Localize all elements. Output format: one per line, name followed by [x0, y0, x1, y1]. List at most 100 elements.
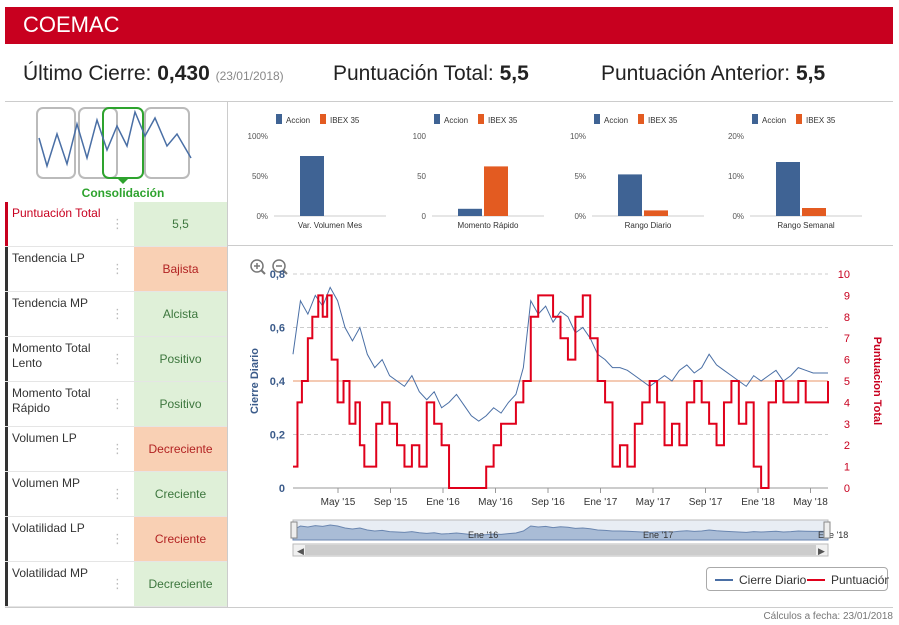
y-tick-label: 10% [570, 132, 586, 141]
legend-accion-swatch [276, 114, 282, 124]
last-close-value: 0,430 [157, 62, 210, 85]
y-tick-label: 0% [574, 212, 586, 221]
x-tick-label: Ene '16 [426, 497, 460, 508]
zoom-in-icon[interactable] [250, 259, 266, 275]
navigator-left-handle[interactable] [290, 521, 298, 539]
bar [300, 156, 324, 216]
indicator-value: Creciente [134, 472, 227, 516]
indicator-value: Alcista [134, 292, 227, 336]
navigator-area [292, 524, 829, 541]
y2-tick-label: 4 [844, 397, 850, 409]
mini-bar-chart: Accion IBEX 35 20% 10% 0% Rango Semanal [728, 114, 862, 230]
indicator-value: Decreciente [134, 562, 227, 606]
y-tick-label: 0,8 [270, 269, 285, 281]
indicator-value: Decreciente [134, 427, 227, 471]
horizontal-divider [228, 245, 893, 246]
bar [484, 166, 508, 216]
navigator-label: Ene '18 [818, 530, 848, 540]
x-tick-label: May '16 [478, 497, 513, 508]
y2-axis-label: Puntuacion Total [871, 337, 883, 425]
last-close: Último Cierre: 0,430 (23/01/2018) [23, 62, 284, 86]
legend-accion-swatch [752, 114, 758, 124]
legend-ibex-swatch [796, 114, 802, 124]
indicator-label: Momento Total Lento [5, 337, 109, 381]
y-tick-label: 0 [279, 483, 285, 495]
indicator-value: Positivo [134, 382, 227, 426]
info-icon[interactable]: ⋮ [111, 216, 124, 231]
y-tick-label: 100 [413, 132, 427, 141]
legend-ibex-swatch [478, 114, 484, 124]
zoom-out-icon[interactable] [272, 259, 288, 275]
info-icon[interactable]: ⋮ [111, 531, 124, 546]
y-tick-label: 5% [574, 172, 586, 181]
legend-ibex-label: IBEX 35 [330, 116, 360, 125]
indicator-value: Creciente [134, 517, 227, 561]
bar [458, 208, 482, 216]
legend-ibex-swatch [638, 114, 644, 124]
y-tick-label: 0 [422, 212, 427, 221]
summary-bar: Último Cierre: 0,430 (23/01/2018) Puntua… [5, 50, 893, 102]
legend-accion-swatch [434, 114, 440, 124]
legend-accion-label: Accion [762, 116, 786, 125]
indicator-label: Tendencia LP [5, 247, 109, 291]
indicator-label: Volatilidad MP [5, 562, 109, 606]
x-tick-label: Sep '15 [374, 497, 408, 508]
pattern-label: Consolidación [82, 186, 165, 200]
main-chart-legend: Cierre Diario Puntuación [706, 567, 891, 591]
previous-score-value: 5,5 [795, 62, 826, 85]
info-icon[interactable]: ⋮ [111, 306, 124, 321]
y-tick-label: 0% [256, 212, 268, 221]
info-icon[interactable]: ⋮ [111, 261, 124, 276]
total-score: Puntuación Total: 5,5 [333, 62, 529, 86]
legend-ibex-label: IBEX 35 [488, 116, 518, 125]
scroll-left-icon[interactable]: ◀ [297, 546, 304, 556]
info-icon[interactable]: ⋮ [111, 486, 124, 501]
chart-title: Var. Volumen Mes [298, 221, 362, 230]
indicator-row: Volatilidad MP ⋮ Decreciente [5, 562, 227, 607]
x-tick-label: Ene '17 [584, 497, 618, 508]
scroll-right-icon[interactable]: ▶ [818, 546, 825, 556]
total-score-label: Puntuación Total: [333, 62, 494, 85]
series-cierre-diario [292, 286, 828, 422]
vertical-divider [227, 102, 228, 607]
y-tick-label: 20% [728, 132, 744, 141]
y-tick-label: 0% [732, 212, 744, 221]
legend-score-label[interactable]: Puntuación [831, 573, 891, 587]
y2-tick-label: 5 [844, 376, 850, 388]
info-icon[interactable]: ⋮ [111, 576, 124, 591]
app-header: COEMAC [5, 7, 893, 44]
info-icon[interactable]: ⋮ [111, 351, 124, 366]
mini-bar-chart: Accion IBEX 35 100% 50% 0% Var. Volumen Mes [248, 114, 386, 230]
series-puntuacion [293, 294, 829, 489]
legend-ibex-label: IBEX 35 [648, 116, 678, 125]
y2-tick-label: 9 [844, 290, 850, 302]
navigator-label: Ene '17 [643, 530, 673, 540]
last-close-label: Último Cierre: [23, 62, 152, 85]
indicator-row: Volatilidad LP ⋮ Creciente [5, 517, 227, 562]
legend-accion-label: Accion [444, 116, 468, 125]
y-tick-label: 0,4 [270, 376, 286, 388]
mini-bar-chart: Accion IBEX 35 10% 5% 0% Rango Diario [570, 114, 704, 230]
mini-bar-chart: Accion IBEX 35 100 50 0 Momento Rápido [413, 114, 544, 230]
y-tick-label: 50% [252, 172, 268, 181]
info-icon[interactable]: ⋮ [111, 396, 124, 411]
indicator-label: Volatilidad LP [5, 517, 109, 561]
indicator-row: Volumen MP ⋮ Creciente [5, 472, 227, 517]
indicator-value: Bajista [134, 247, 227, 291]
indicator-row: Tendencia LP ⋮ Bajista [5, 247, 227, 292]
y2-tick-label: 3 [844, 419, 850, 431]
indicator-label: Volumen LP [5, 427, 109, 471]
bar [644, 210, 668, 216]
bar [618, 174, 642, 216]
info-icon[interactable]: ⋮ [111, 441, 124, 456]
navigator-right-handle[interactable] [823, 521, 831, 539]
x-tick-label: May '15 [321, 497, 356, 508]
chart-title: Momento Rápido [458, 221, 519, 230]
y2-tick-label: 6 [844, 355, 850, 367]
indicator-value: 5,5 [134, 202, 227, 246]
x-tick-label: May '18 [793, 497, 828, 508]
y2-tick-label: 1 [844, 462, 850, 474]
scrollbar-thumb[interactable] [305, 545, 816, 555]
legend-price-label[interactable]: Cierre Diario [739, 573, 807, 587]
indicator-label: Momento Total Rápido [5, 382, 109, 426]
